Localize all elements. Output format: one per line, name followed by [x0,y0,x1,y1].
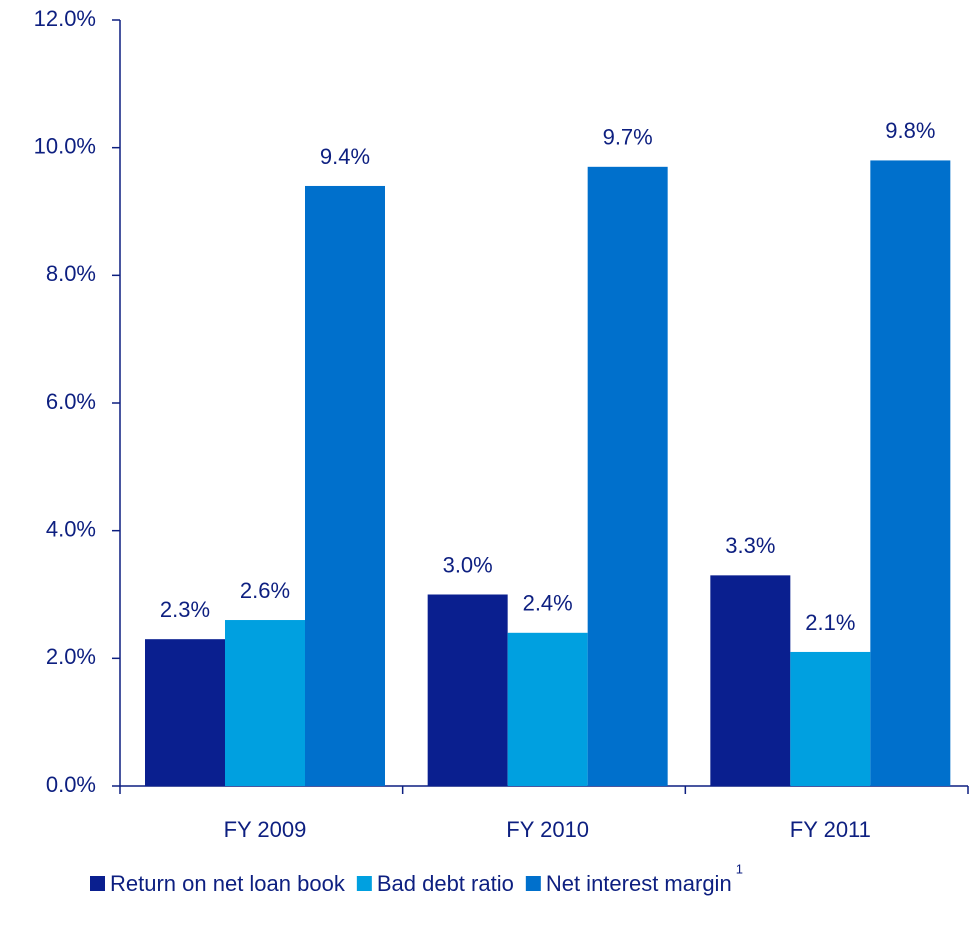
bar [587,166,668,787]
bar [710,575,791,786]
value-label: 2.3% [160,597,210,622]
legend-swatch [525,876,541,891]
bar [427,594,508,786]
value-label: 9.8% [885,118,935,143]
y-tick-label: 2.0% [46,644,96,669]
bar [790,651,871,786]
y-tick-label: 10.0% [34,133,96,158]
y-tick-label: 8.0% [46,261,96,286]
y-tick-label: 0.0% [46,772,96,797]
y-tick-label: 4.0% [46,516,96,541]
bar [507,632,588,786]
x-tick-label: FY 2009 [224,817,307,842]
bar [225,620,305,786]
y-tick-label: 12.0% [34,6,96,31]
bar [870,160,951,786]
x-tick-label: FY 2011 [790,817,871,842]
legend-superscript: 1 [736,861,743,876]
x-tick-label: FY 2010 [506,817,589,842]
value-label: 2.6% [240,578,290,603]
value-label: 9.7% [603,125,653,150]
legend-label: Net interest margin [546,871,732,896]
y-tick-label: 6.0% [46,389,96,414]
legend-label: Return on net loan book [110,871,346,896]
value-label: 9.4% [320,144,370,169]
value-label: 2.4% [523,591,573,616]
legend-swatch [90,876,105,891]
value-label: 2.1% [805,610,855,635]
legend-swatch [356,876,372,891]
value-label: 3.0% [443,552,493,577]
bar [145,639,225,786]
bar [305,185,385,786]
legend-label: Bad debt ratio [377,871,514,896]
value-label: 3.3% [725,533,775,558]
